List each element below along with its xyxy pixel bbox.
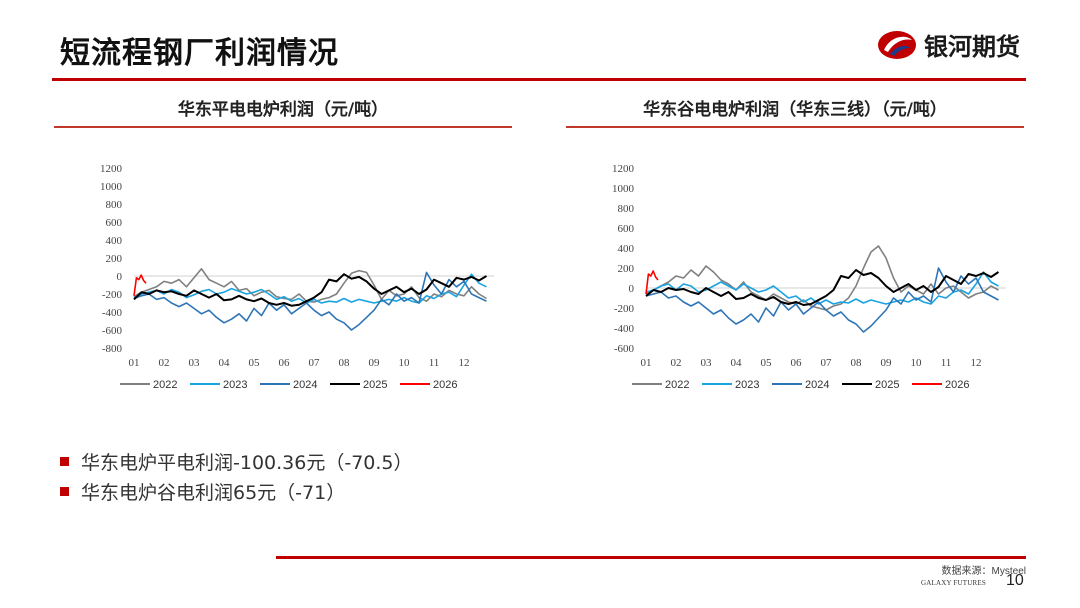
page-number: 10	[1006, 572, 1024, 589]
x-tick-label: 01	[129, 357, 140, 369]
y-tick-label: 0	[117, 271, 123, 283]
logo-text: 银河期货	[924, 33, 1020, 61]
legend-label-2026: 2026	[945, 379, 969, 391]
legend-label-2023: 2023	[223, 379, 247, 391]
y-tick-label: 1200	[100, 163, 123, 175]
chart-title: 华东谷电电炉利润（华东三线）（元/吨）	[643, 100, 947, 120]
bullet-square-icon	[60, 456, 69, 466]
y-tick-label: 800	[618, 203, 635, 215]
x-tick-label: 08	[339, 357, 351, 369]
x-tick-label: 10	[399, 357, 411, 369]
chart-title: 华东平电电炉利润（元/吨）	[177, 100, 389, 120]
x-tick-label: 09	[369, 357, 381, 369]
x-tick-label: 10	[911, 357, 923, 369]
legend-label-2022: 2022	[153, 379, 177, 391]
x-tick-label: 07	[309, 357, 321, 369]
x-tick-label: 04	[219, 357, 231, 369]
series-line-2025	[645, 269, 1000, 306]
x-tick-label: 05	[761, 357, 773, 369]
x-tick-label: 02	[671, 357, 682, 369]
y-tick-label: 1000	[612, 183, 635, 195]
footer-divider	[276, 556, 1026, 559]
y-tick-label: 1200	[612, 163, 635, 175]
list-item: 华东电炉谷电利润65元（-71）	[60, 476, 413, 506]
y-tick-label: 600	[618, 223, 635, 235]
legend-label-2022: 2022	[665, 379, 689, 391]
x-tick-label: 06	[791, 357, 803, 369]
y-tick-label: 600	[106, 217, 123, 229]
page-title: 短流程钢厂利润情况	[60, 36, 339, 71]
series-line-2026	[133, 274, 147, 296]
y-tick-label: 400	[618, 243, 635, 255]
y-tick-label: -200	[614, 303, 635, 315]
summary-text: 华东电炉平电利润-100.36元（-70.5）	[81, 451, 413, 474]
company-name: GALAXY FUTURES	[921, 579, 986, 587]
series-line-2022	[645, 245, 999, 311]
legend-label-2025: 2025	[363, 379, 387, 391]
legend-label-2024: 2024	[805, 379, 829, 391]
series-line-2023	[133, 273, 487, 304]
x-tick-label: 06	[279, 357, 291, 369]
bullet-square-icon	[60, 486, 69, 496]
x-tick-label: 05	[249, 357, 261, 369]
x-tick-label: 12	[459, 357, 470, 369]
x-tick-label: 11	[941, 357, 952, 369]
series-line-2025	[133, 273, 488, 307]
data-source: 数据来源：Mysteel	[941, 566, 1026, 577]
x-tick-label: 02	[159, 357, 170, 369]
x-tick-label: 11	[429, 357, 440, 369]
chart-panel-valley: 华东谷电电炉利润（华东三线）（元/吨） 1200 1000 800 600 400 200…	[566, 96, 1024, 403]
x-tick-label: 08	[851, 357, 863, 369]
list-item: 华东电炉平电利润-100.36元（-70.5）	[60, 446, 413, 476]
galaxy-logo-icon	[878, 30, 916, 59]
series-line-2026	[645, 270, 659, 295]
legend-label-2025: 2025	[875, 379, 899, 391]
y-tick-label: -600	[102, 325, 123, 337]
x-tick-label: 04	[731, 357, 743, 369]
summary-list: 华东电炉平电利润-100.36元（-70.5） 华东电炉谷电利润65元（-71）	[60, 446, 413, 506]
chart-title-divider	[566, 126, 1024, 128]
y-tick-label: 800	[106, 199, 123, 211]
series-line-2024	[645, 267, 999, 333]
chart-panel-flat: 华东平电电炉利润（元/吨） 1200 1000 800 600 400 200 0 -200 -…	[54, 96, 512, 403]
legend-label-2024: 2024	[293, 379, 317, 391]
summary-text: 华东电炉谷电利润65元（-71）	[81, 481, 346, 504]
line-chart-flat-power: 1200 1000 800 600 400 200 0 -200 -400 -600 -800 01 0…	[100, 163, 494, 391]
line-chart-valley-power: 1200 1000 800 600 400 200 0 -200 -400 -600 01 02 03 0…	[612, 163, 1006, 391]
company-logo: 银河期货	[876, 27, 1020, 62]
x-tick-label: 03	[189, 357, 201, 369]
y-tick-label: -200	[102, 289, 123, 301]
y-tick-label: 1000	[100, 181, 123, 193]
y-tick-label: -800	[102, 343, 123, 355]
x-tick-label: 01	[641, 357, 652, 369]
y-tick-label: 0	[629, 283, 635, 295]
series-line-2024	[133, 271, 487, 331]
y-tick-label: 400	[106, 235, 123, 247]
header-divider	[52, 78, 1026, 81]
x-tick-label: 03	[701, 357, 713, 369]
x-tick-label: 09	[881, 357, 893, 369]
y-tick-label: -400	[614, 323, 635, 335]
series-line-2023	[645, 271, 999, 305]
chart-title-divider	[54, 126, 512, 128]
x-tick-label: 07	[821, 357, 833, 369]
y-tick-label: -400	[102, 307, 123, 319]
x-tick-label: 12	[971, 357, 982, 369]
legend-label-2023: 2023	[735, 379, 759, 391]
y-tick-label: -600	[614, 343, 635, 355]
legend-label-2026: 2026	[433, 379, 457, 391]
y-tick-label: 200	[618, 263, 635, 275]
y-tick-label: 200	[106, 253, 123, 265]
